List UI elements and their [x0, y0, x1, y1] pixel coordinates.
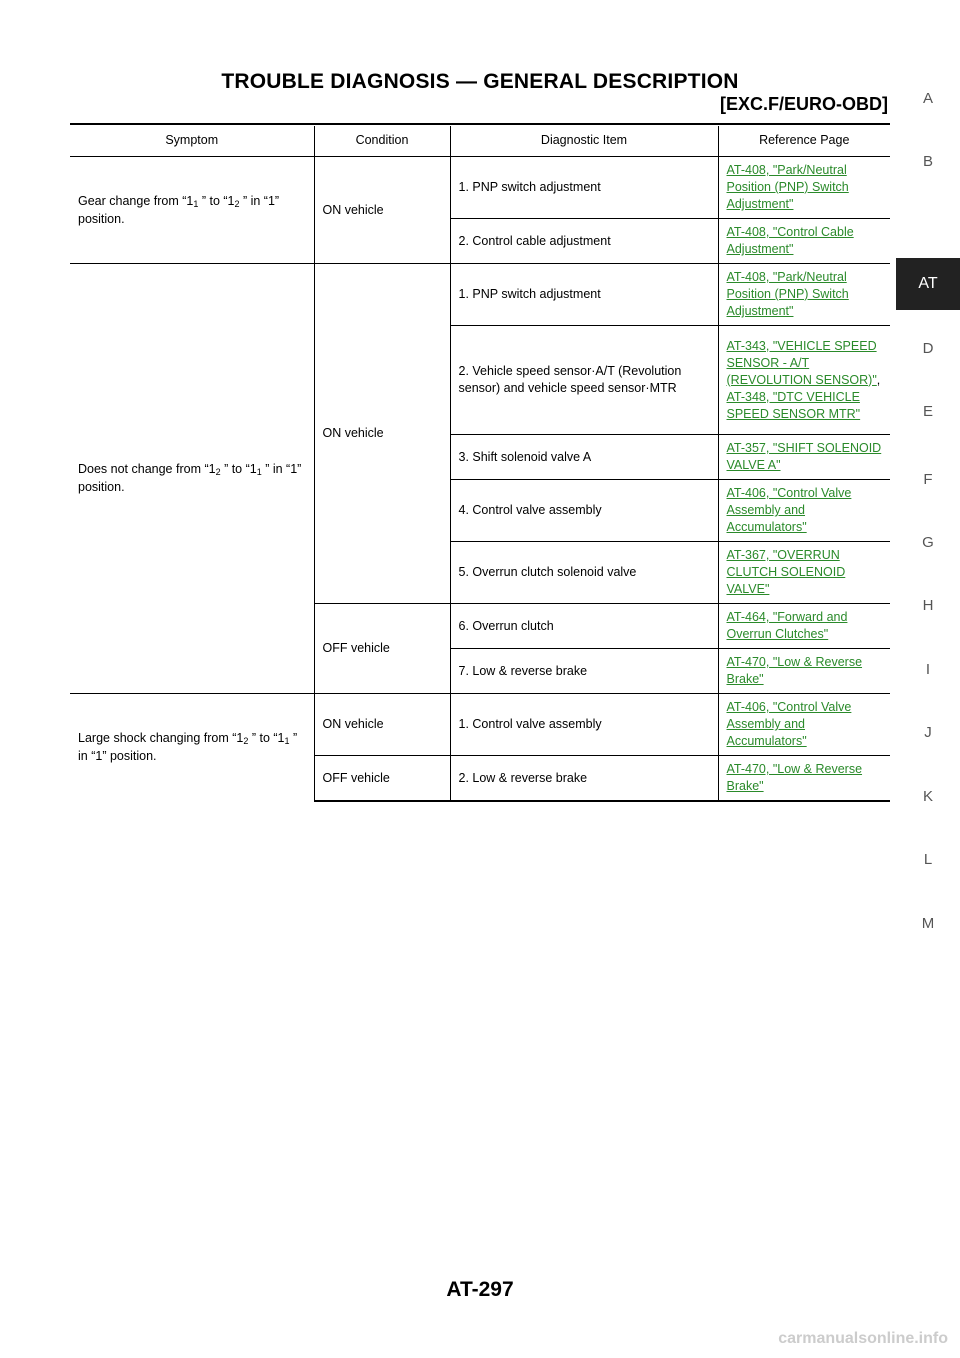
page-subtitle: [EXC.F/EURO-OBD]	[720, 94, 888, 114]
reference-link[interactable]: AT-367, "OVERRUN CLUTCH SOLENOID VALVE"	[726, 548, 846, 596]
gear-subscript: 1	[284, 736, 290, 746]
header-reference-page: Reference Page	[717, 126, 890, 157]
section-tab-l[interactable]: L	[923, 851, 933, 868]
table-row: OFF vehicle 2. Low & reverse brake AT-47…	[70, 755, 890, 802]
section-tab-at[interactable]: AT	[896, 258, 960, 310]
table-row: Large shock changing from “12 ” to “11 ”…	[70, 693, 890, 801]
symptom-text: Does not change from “1	[78, 462, 216, 476]
table-row: Does not change from “12 ” to “11 ” in “…	[70, 263, 890, 694]
gear-subscript: 1	[256, 467, 262, 477]
reference-separator: ,	[876, 372, 881, 387]
gear-subscript: 2	[215, 467, 221, 477]
diagnostic-item: 1. PNP switch adjustment	[449, 156, 718, 219]
reference-cell: AT-343, "VEHICLE SPEED SENSOR - A/T (REV…	[717, 325, 890, 435]
diagnosis-table: Symptom Condition Diagnostic Item Refere…	[70, 126, 890, 802]
condition-cell: OFF vehicle	[313, 603, 450, 694]
diagnostic-item: 6. Overrun clutch	[449, 603, 718, 649]
symptom-text: Gear change from “1	[78, 193, 194, 208]
watermark: carmanualsonline.info	[778, 1330, 948, 1347]
section-tab-j[interactable]: J	[924, 724, 932, 741]
reference-link[interactable]: AT-406, "Control Valve Assembly and Accu…	[726, 486, 852, 534]
reference-cell: AT-408, "Park/Neutral Position (PNP) Swi…	[717, 263, 890, 326]
symptom-text: ” to “1	[248, 731, 285, 745]
section-tab-h[interactable]: H	[922, 597, 934, 614]
condition-cell: ON vehicle	[313, 156, 450, 264]
reference-link[interactable]: AT-408, "Park/Neutral Position (PNP) Swi…	[726, 270, 849, 318]
reference-link[interactable]: AT-343, "VEHICLE SPEED SENSOR - A/T (REV…	[726, 338, 877, 387]
diagnostic-item: 4. Control valve assembly	[449, 479, 718, 542]
reference-link[interactable]: AT-464, "Forward and Overrun Clutches"	[726, 610, 848, 641]
section-tab-b[interactable]: B	[922, 153, 933, 170]
symptom-cell: Does not change from “12 ” to “11 ” in “…	[70, 263, 314, 694]
gear-subscript: 2	[234, 198, 240, 209]
section-tab-k[interactable]: K	[922, 788, 933, 805]
reference-cell: AT-406, "Control Valve Assembly and Accu…	[717, 479, 890, 542]
header-symptom: Symptom	[70, 126, 314, 157]
section-tab-i[interactable]: I	[925, 661, 931, 678]
reference-cell: AT-408, "Control Cable Adjustment"	[717, 218, 890, 264]
section-tab-d[interactable]: D	[922, 340, 934, 357]
symptom-text: ” to “1	[220, 462, 257, 476]
table-row: 4. Control valve assembly AT-406, "Contr…	[70, 479, 890, 542]
gear-subscript: 1	[193, 198, 199, 209]
reference-cell: AT-464, "Forward and Overrun Clutches"	[717, 603, 890, 649]
table-row: OFF vehicle 6. Overrun clutch AT-464, "F…	[70, 603, 890, 694]
header-diagnostic-item: Diagnostic Item	[449, 126, 718, 157]
section-tab-e[interactable]: E	[922, 403, 933, 420]
condition-cell: ON vehicle	[313, 263, 450, 604]
section-tab-f[interactable]: F	[923, 471, 933, 488]
table-row: 7. Low & reverse brake AT-470, "Low & Re…	[70, 648, 890, 694]
symptom-cell: Gear change from “11 ” to “12 ” in “1” p…	[70, 156, 314, 264]
symptom-cell: Large shock changing from “12 ” to “11 ”…	[70, 693, 314, 801]
reference-cell: AT-406, "Control Valve Assembly and Accu…	[717, 693, 890, 756]
page-title: TROUBLE DIAGNOSIS — GENERAL DESCRIPTION	[221, 70, 739, 93]
section-tab-g[interactable]: G	[922, 534, 934, 551]
table-row: 3. Shift solenoid valve A AT-357, "SHIFT…	[70, 434, 890, 480]
diagnostic-item: 3. Shift solenoid valve A	[449, 434, 718, 480]
table-row: 5. Overrun clutch solenoid valve AT-367,…	[70, 541, 890, 604]
reference-link[interactable]: AT-470, "Low & Reverse Brake"	[726, 762, 863, 793]
symptom-text: ” in “1” position.	[78, 462, 302, 494]
reference-cell: AT-408, "Park/Neutral Position (PNP) Swi…	[717, 156, 890, 219]
symptom-text: ” in “1” position.	[78, 193, 280, 226]
reference-cell: AT-367, "OVERRUN CLUTCH SOLENOID VALVE"	[717, 541, 890, 604]
symptom-text: Large shock changing from “1	[78, 731, 244, 745]
header-condition: Condition	[313, 126, 450, 157]
reference-link[interactable]: AT-357, "SHIFT SOLENOID VALVE A"	[726, 441, 882, 472]
table-header-row: Symptom Condition Diagnostic Item Refere…	[70, 126, 890, 157]
reference-link[interactable]: AT-408, "Park/Neutral Position (PNP) Swi…	[726, 163, 849, 211]
condition-cell: OFF vehicle	[313, 755, 450, 802]
section-tab-a[interactable]: A	[922, 90, 933, 107]
table-row: 2. Control cable adjustment AT-408, "Con…	[70, 218, 890, 264]
reference-link[interactable]: AT-406, "Control Valve Assembly and Accu…	[726, 700, 852, 748]
symptom-text: ” in “1” position.	[78, 731, 298, 763]
diagnostic-item: 2. Vehicle speed sensor·A/T (Revolution …	[449, 325, 718, 435]
diagnostic-item: 1. Control valve assembly	[449, 693, 718, 756]
table-row: 2. Vehicle speed sensor·A/T (Revolution …	[70, 325, 890, 435]
diagnostic-item: 5. Overrun clutch solenoid valve	[449, 541, 718, 604]
reference-cell: AT-357, "SHIFT SOLENOID VALVE A"	[717, 434, 890, 480]
reference-link[interactable]: AT-408, "Control Cable Adjustment"	[726, 225, 854, 256]
table-row: Gear change from “11 ” to “12 ” in “1” p…	[70, 156, 890, 264]
section-tab-m[interactable]: M	[921, 915, 935, 932]
reference-cell: AT-470, "Low & Reverse Brake"	[717, 755, 890, 802]
symptom-text: ” to “1	[198, 193, 235, 208]
diagnostic-item: 2. Low & reverse brake	[449, 755, 718, 802]
diagnostic-item: 7. Low & reverse brake	[449, 648, 718, 694]
condition-cell: ON vehicle	[313, 693, 450, 756]
reference-link[interactable]: AT-470, "Low & Reverse Brake"	[726, 655, 863, 686]
diagnostic-item: 1. PNP switch adjustment	[449, 263, 718, 326]
reference-cell: AT-470, "Low & Reverse Brake"	[717, 648, 890, 694]
reference-link[interactable]: AT-348, "DTC VEHICLE SPEED SENSOR MTR"	[726, 389, 861, 421]
gear-subscript: 2	[243, 736, 249, 746]
page-number: AT-297	[446, 1278, 514, 1301]
diagnostic-item: 2. Control cable adjustment	[449, 218, 718, 264]
header-rule	[70, 123, 890, 125]
